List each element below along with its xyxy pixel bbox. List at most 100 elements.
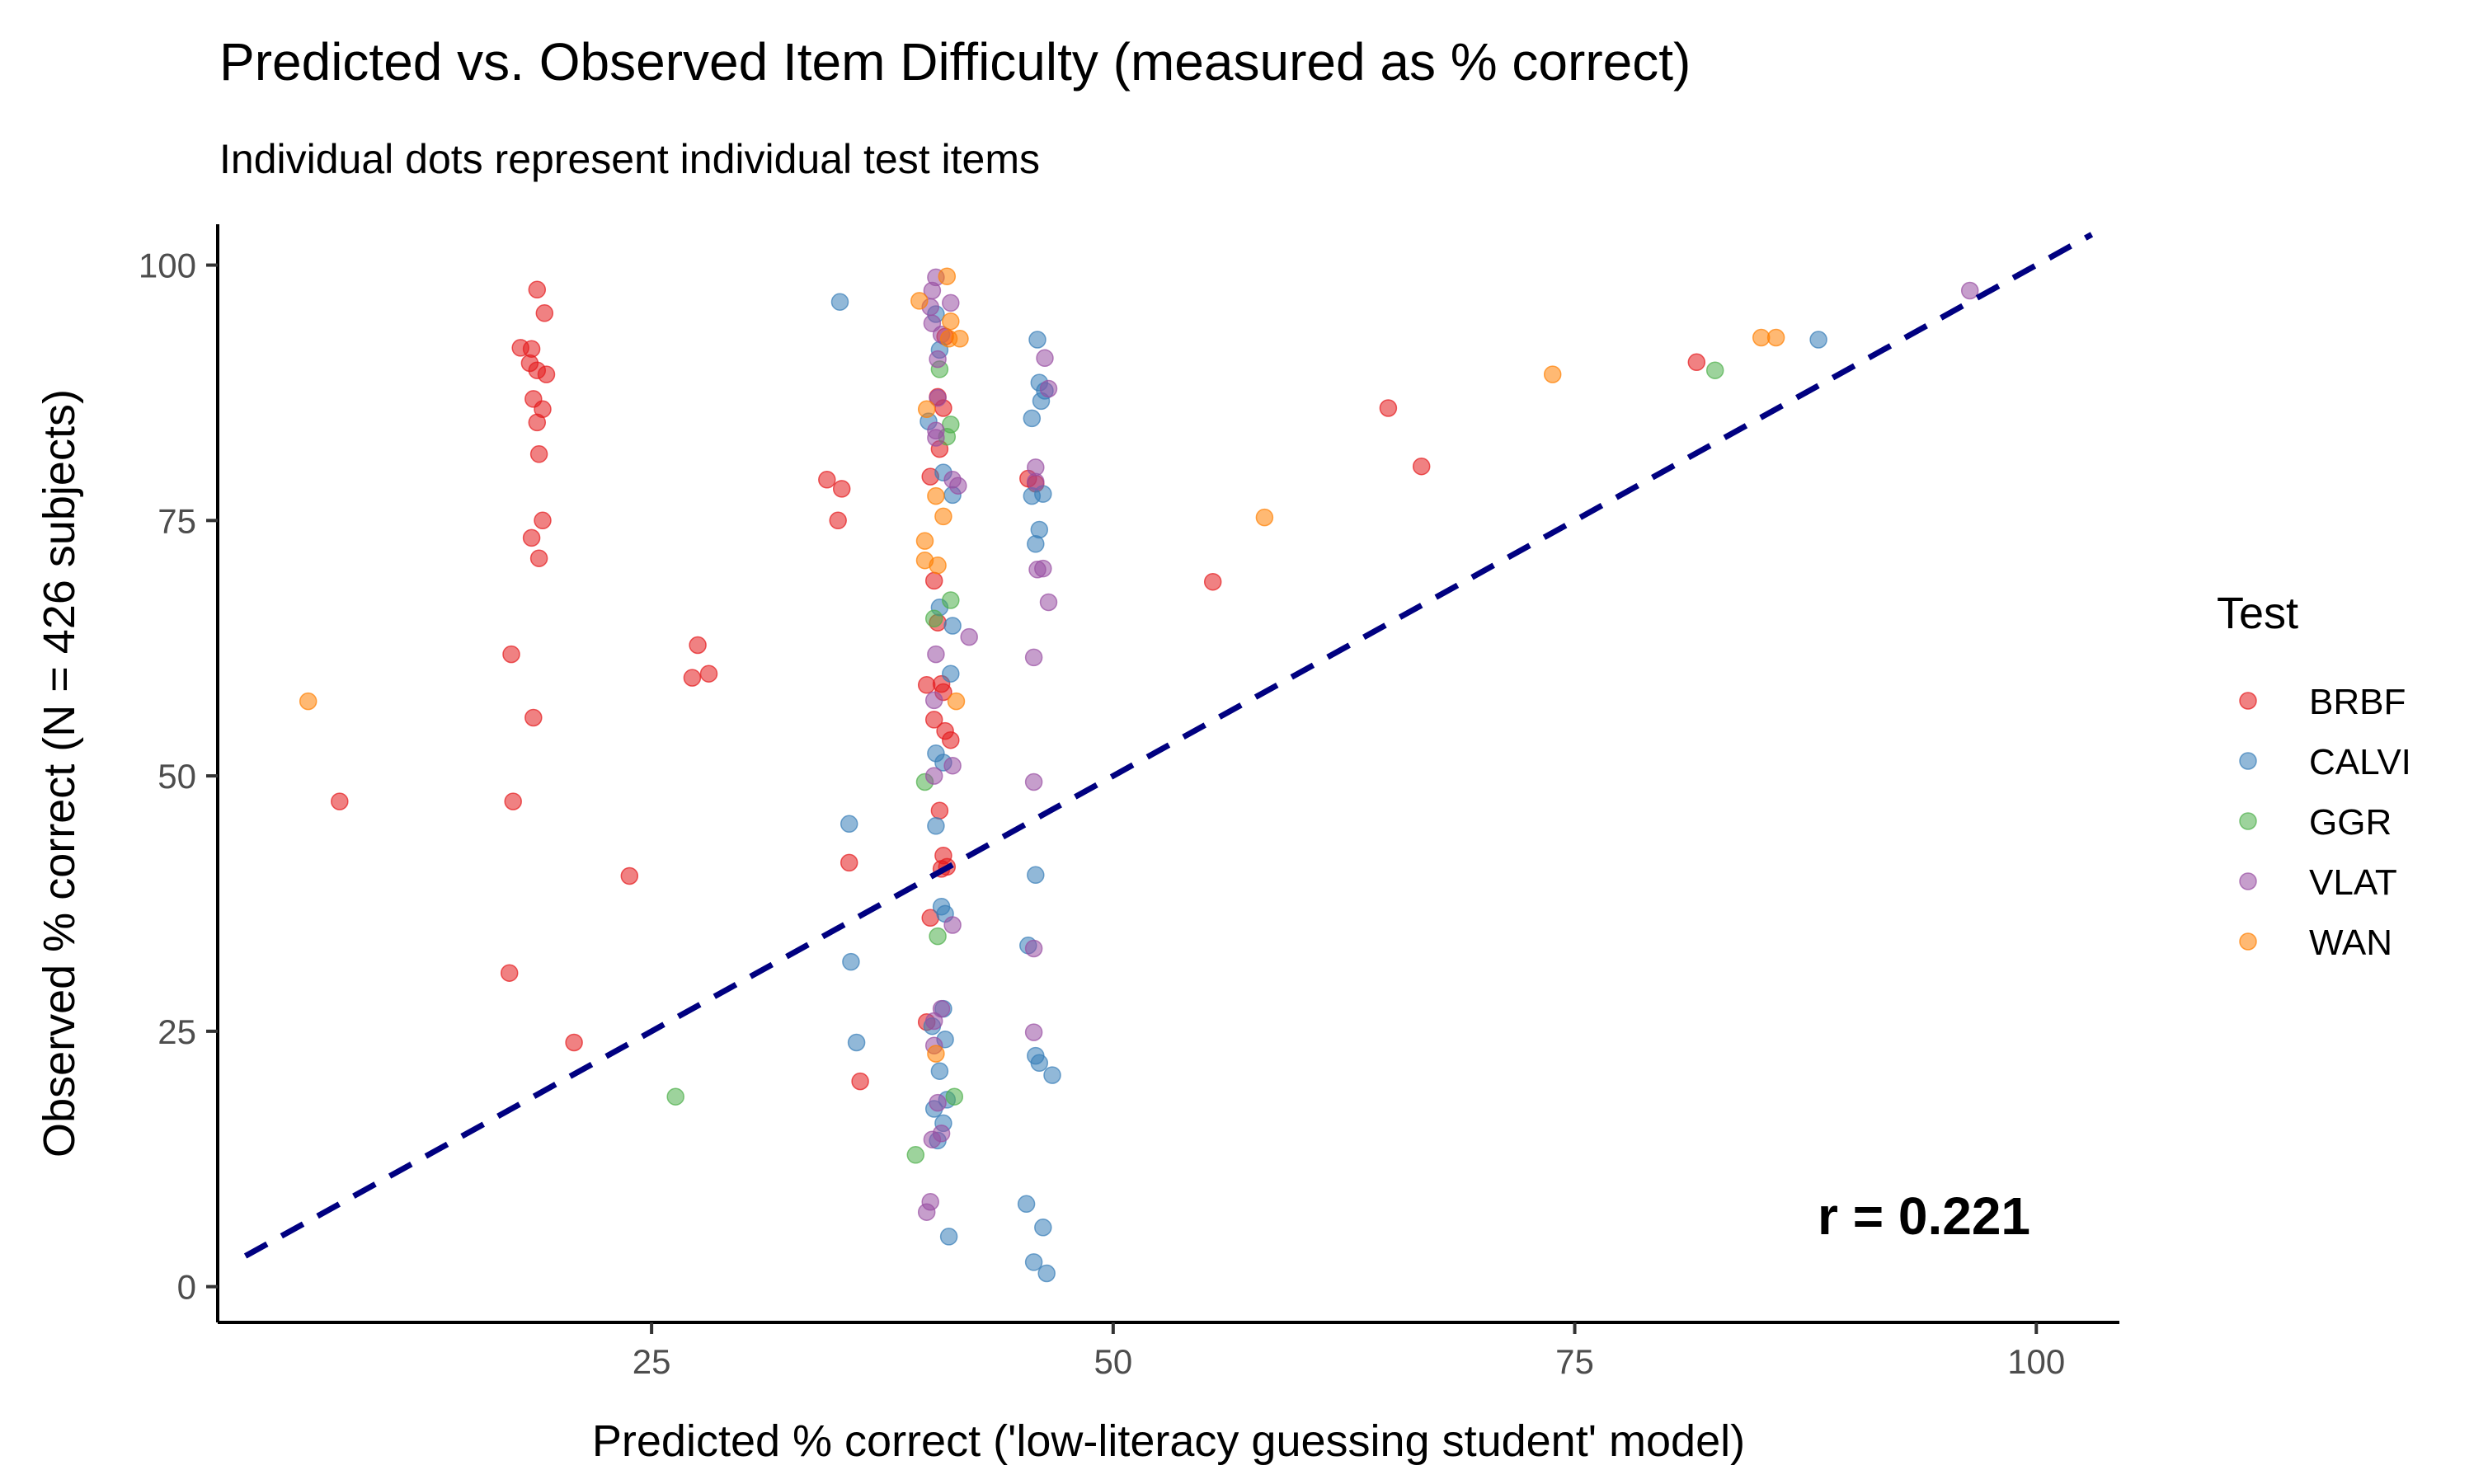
data-point	[942, 312, 960, 331]
data-point	[840, 853, 858, 872]
data-point	[1043, 1066, 1061, 1084]
data-point	[1023, 409, 1042, 428]
data-point	[537, 365, 556, 383]
data-point	[917, 1203, 936, 1221]
data-point	[1039, 593, 1058, 612]
data-point	[620, 866, 639, 885]
data-point	[1024, 1253, 1043, 1271]
data-point	[929, 1093, 947, 1112]
data-point	[960, 627, 978, 646]
y-tick-label: 50	[158, 757, 196, 796]
x-tick-label: 75	[1555, 1342, 1594, 1381]
data-point	[906, 1146, 925, 1164]
data-point	[1960, 281, 1979, 300]
reference-line	[243, 232, 2094, 1259]
data-point	[942, 730, 960, 749]
data-point	[1027, 472, 1045, 491]
data-point	[1255, 508, 1274, 527]
data-point	[529, 445, 548, 463]
data-point	[565, 1033, 583, 1052]
data-point	[524, 708, 543, 727]
data-point	[504, 792, 522, 810]
data-point	[689, 636, 707, 655]
legend-label: GGR	[2309, 802, 2392, 843]
chart-subtitle: Individual dots represent individual tes…	[219, 136, 1040, 182]
data-point	[915, 532, 934, 550]
data-point	[1024, 939, 1043, 958]
x-tick-label: 100	[2007, 1342, 2065, 1381]
data-point	[1027, 535, 1045, 553]
data-point	[923, 1130, 942, 1148]
axis-ticks: 25 50 75 100 0 25 50 75 100	[139, 247, 2065, 1381]
series-brbf	[331, 280, 1706, 1091]
data-point	[535, 304, 554, 322]
data-point	[929, 350, 947, 369]
data-point	[851, 1072, 869, 1091]
legend-label: WAN	[2309, 923, 2392, 963]
data-point	[818, 471, 836, 489]
data-point	[929, 388, 947, 407]
data-point	[929, 556, 947, 575]
legend-label: VLAT	[2309, 862, 2397, 903]
data-point	[666, 1087, 684, 1106]
data-point	[942, 294, 960, 312]
data-point	[949, 477, 967, 495]
data-point	[1027, 866, 1045, 885]
data-point	[943, 617, 962, 635]
x-axis-title: Predicted % correct ('low-literacy guess…	[592, 1416, 1745, 1466]
data-point	[1203, 572, 1222, 591]
data-point	[924, 767, 943, 785]
data-point	[1024, 648, 1043, 667]
data-point	[299, 692, 317, 711]
data-point	[943, 756, 962, 775]
data-point	[699, 665, 718, 683]
data-point	[917, 400, 936, 419]
data-point	[938, 267, 957, 285]
data-point	[1024, 773, 1043, 791]
series-calvi	[830, 293, 1827, 1283]
data-point	[929, 927, 947, 946]
legend-key	[2239, 872, 2257, 890]
data-point	[1034, 1219, 1052, 1237]
data-point	[942, 591, 960, 609]
data-point	[331, 792, 349, 810]
y-tick-label: 75	[158, 501, 196, 540]
data-point	[1017, 1195, 1036, 1214]
legend-key	[2239, 752, 2257, 770]
data-point	[930, 801, 949, 819]
data-point	[829, 511, 847, 530]
data-point	[1036, 349, 1054, 368]
plot-area	[243, 232, 2094, 1283]
data-point	[945, 1087, 964, 1106]
data-point	[502, 645, 520, 664]
y-axis-title: Observed % correct (N = 426 subjects)	[35, 389, 84, 1158]
data-point	[927, 486, 945, 505]
data-point	[927, 645, 945, 664]
data-point	[832, 480, 851, 498]
data-point	[942, 665, 960, 683]
data-point	[1766, 328, 1785, 347]
data-point	[939, 1228, 958, 1246]
data-point	[1379, 399, 1398, 417]
data-point	[924, 609, 943, 628]
data-point	[932, 999, 951, 1018]
legend-title: Test	[2217, 589, 2298, 638]
legend: Test BRBF CALVI GGR VLAT WAN	[2217, 589, 2411, 963]
data-point	[927, 817, 945, 835]
data-point	[534, 511, 552, 530]
data-point	[924, 691, 943, 710]
data-point	[1028, 561, 1047, 579]
x-tick-label: 50	[1094, 1342, 1132, 1381]
data-point	[917, 676, 936, 694]
series-wan	[299, 267, 1785, 1063]
legend-key	[2239, 692, 2257, 710]
data-point	[1809, 331, 1827, 349]
data-point	[1037, 1264, 1056, 1283]
data-point	[500, 964, 519, 982]
data-point	[528, 413, 547, 432]
data-point	[1024, 1023, 1043, 1041]
y-tick-label: 0	[177, 1268, 196, 1307]
legend-key	[2239, 932, 2257, 951]
data-point	[924, 571, 943, 590]
